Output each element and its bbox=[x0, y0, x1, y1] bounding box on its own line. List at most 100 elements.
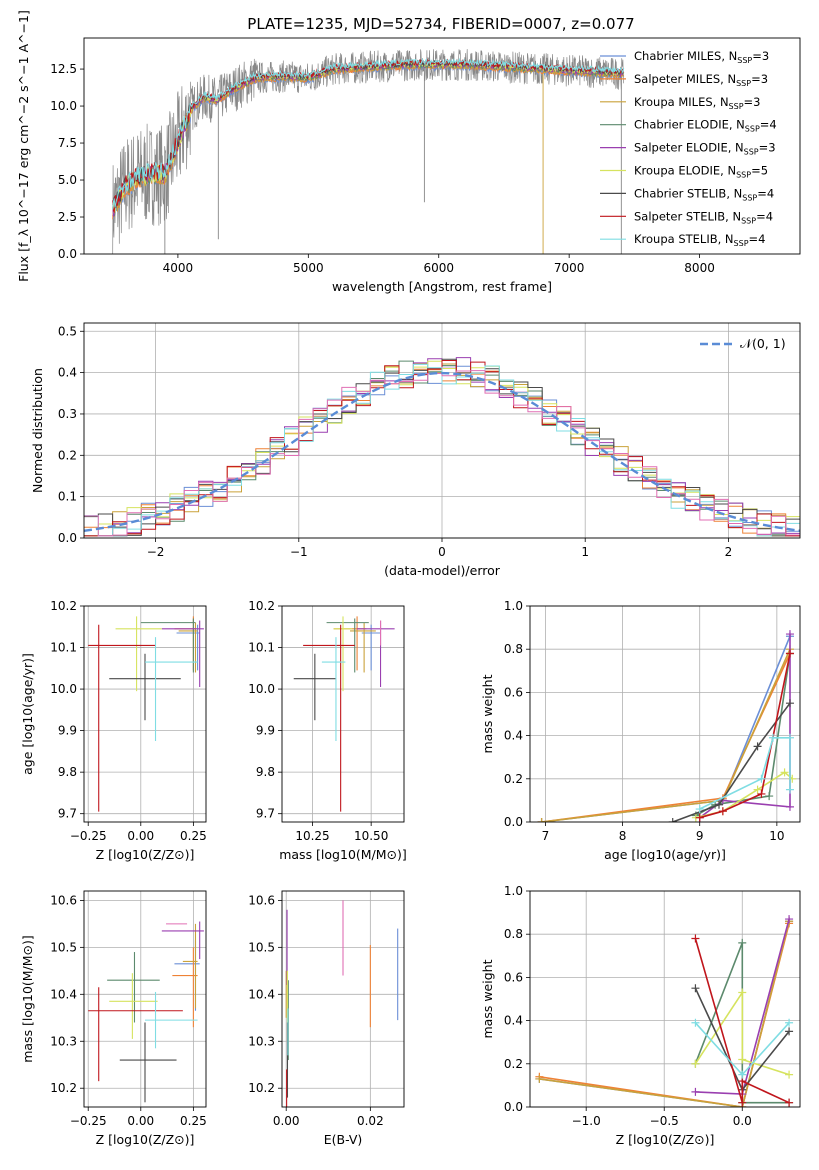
y-tick-label: 0.2 bbox=[504, 772, 523, 786]
massweight-marker bbox=[785, 630, 794, 639]
plot-frame-mass-vs-EBV bbox=[281, 890, 405, 1108]
y-tick-label: 9.9 bbox=[58, 724, 77, 738]
massweight-marker bbox=[785, 649, 794, 658]
y-tick-label: 10.0 bbox=[50, 682, 77, 696]
y-tick-label: 9.7 bbox=[58, 807, 77, 821]
axes-massweight-vs-age: 7 8 9 10 0.0 0.2 0.4 0.6 0.8 1.0 age [log10(age/yr… bbox=[480, 599, 800, 862]
massweight-marker bbox=[691, 1018, 700, 1027]
massweight-line bbox=[541, 635, 791, 822]
y-axis-label: mass [log10(M/M⊙)] bbox=[20, 935, 35, 1063]
x-tick-label: 9 bbox=[696, 829, 704, 843]
residual-histogram bbox=[84, 370, 800, 537]
y-tick-label: 0.1 bbox=[58, 490, 77, 504]
model-spectrum-line bbox=[112, 62, 624, 220]
y-tick-label: 9.8 bbox=[256, 765, 275, 779]
y-tick-label: 10.4 bbox=[248, 987, 275, 1001]
plot-area-massweight-vs-Z bbox=[535, 915, 794, 1107]
plot-area-massweight-vs-age bbox=[537, 630, 797, 822]
y-axis-label: Flux [f_λ 10^−17 erg cm^−2 s^−1 A^−1] bbox=[16, 10, 31, 282]
x-tick-label: −0.25 bbox=[70, 829, 107, 843]
plot-frame-age-vs-Z bbox=[83, 605, 207, 823]
y-tick-label: 10.2 bbox=[50, 599, 77, 613]
x-tick-label: 5000 bbox=[293, 261, 324, 275]
y-tick-label: 12.5 bbox=[50, 62, 77, 76]
figure-title: PLATE=1235, MJD=52734, FIBERID=0007, z=0… bbox=[247, 15, 634, 33]
massweight-marker bbox=[691, 984, 700, 993]
legend-gaussian-label: 𝒩(0, 1) bbox=[740, 336, 786, 351]
plot-frame-residuals bbox=[83, 322, 801, 539]
x-tick-label: 8000 bbox=[684, 261, 715, 275]
y-tick-label: 9.8 bbox=[58, 765, 77, 779]
axes-mass-vs-EBV: 0.00 0.02 10.2 10.3 10.4 10.5 10.6 E(B-V) bbox=[248, 891, 404, 1147]
x-tick-label: −1.0 bbox=[572, 1114, 601, 1128]
x-axis-label: Z [log10(Z/Z⊙)] bbox=[96, 1132, 195, 1147]
x-tick-label: −2 bbox=[147, 545, 165, 559]
axes-massweight-vs-Z: −1.0 −0.5 0.0 0.0 0.2 0.4 0.6 0.8 1.0 Z [log10(Z/… bbox=[480, 884, 800, 1147]
massweight-marker bbox=[718, 807, 727, 816]
y-tick-label: 0.2 bbox=[58, 448, 77, 462]
y-tick-label: 10.0 bbox=[248, 682, 275, 696]
y-tick-label: 0.0 bbox=[504, 815, 523, 829]
y-tick-label: 10.1 bbox=[248, 641, 275, 655]
massweight-marker bbox=[738, 988, 747, 997]
y-tick-label: 10.2 bbox=[248, 1081, 275, 1095]
massweight-marker bbox=[785, 1027, 794, 1036]
plot-frame-massweight-vs-age bbox=[529, 605, 801, 823]
y-tick-label: 10.1 bbox=[50, 641, 77, 655]
x-tick-label: 2 bbox=[725, 545, 733, 559]
y-tick-label: 0.0 bbox=[58, 531, 77, 545]
x-tick-label: 0.0 bbox=[733, 1114, 752, 1128]
plot-frame-age-vs-mass bbox=[281, 605, 405, 823]
y-axis-label: mass weight bbox=[480, 674, 495, 753]
massweight-marker bbox=[695, 813, 704, 822]
y-tick-label: 10.3 bbox=[50, 1034, 77, 1048]
legend-label: Chabrier ELODIE, NSSP=4 bbox=[634, 118, 777, 134]
massweight-marker bbox=[695, 805, 704, 814]
massweight-line bbox=[694, 989, 790, 1076]
x-tick-label: −0.25 bbox=[70, 1114, 107, 1128]
x-tick-label: 8 bbox=[619, 829, 627, 843]
legend-label: Salpeter MILES, NSSP=3 bbox=[634, 72, 768, 88]
y-tick-label: 10.5 bbox=[248, 940, 275, 954]
x-tick-label: 1 bbox=[581, 545, 589, 559]
x-axis-label: mass [log10(M/M⊙)] bbox=[279, 847, 407, 862]
plot-frame-spectrum bbox=[83, 37, 801, 255]
massweight-marker bbox=[738, 1070, 747, 1079]
massweight-line bbox=[699, 634, 791, 819]
y-tick-label: 0.8 bbox=[504, 927, 523, 941]
x-tick-label: 0.00 bbox=[127, 1114, 154, 1128]
y-tick-label: 0.4 bbox=[504, 1014, 523, 1028]
plot-area-spectrum bbox=[112, 49, 625, 254]
x-tick-label: 10.25 bbox=[295, 829, 329, 843]
massweight-marker bbox=[738, 1098, 747, 1107]
massweight-marker bbox=[715, 800, 723, 809]
massweight-marker bbox=[691, 1087, 700, 1096]
axes-age-vs-Z: −0.25 0.00 0.25 9.7 9.8 9.9 10.0 10.1 10.2 Z [log… bbox=[20, 599, 207, 862]
y-tick-label: 9.7 bbox=[256, 807, 275, 821]
y-tick-label: 1.0 bbox=[504, 884, 523, 898]
x-tick-label: −0.5 bbox=[650, 1114, 679, 1128]
legend-label: Kroupa MILES, NSSP=3 bbox=[634, 95, 760, 111]
axes-spectrum: 4000 5000 6000 7000 8000 0.0 2.5 5.0 7.5 10.0 12.5… bbox=[16, 10, 715, 294]
massweight-marker bbox=[785, 802, 794, 811]
model-spectrum-line bbox=[112, 57, 625, 210]
y-tick-label: 5.0 bbox=[58, 173, 77, 187]
y-tick-label: 10.5 bbox=[50, 940, 77, 954]
y-tick-label: 10.2 bbox=[50, 1081, 77, 1095]
x-axis-label: wavelength [Angstrom, rest frame] bbox=[332, 279, 552, 294]
y-tick-label: 0.3 bbox=[58, 407, 77, 421]
plot-area-mass-vs-Z bbox=[88, 921, 204, 1103]
x-axis-label: Z [log10(Z/Z⊙)] bbox=[96, 847, 195, 862]
massweight-marker bbox=[757, 789, 766, 798]
plot-frame-massweight-vs-Z bbox=[529, 890, 801, 1108]
y-tick-label: 10.2 bbox=[248, 599, 275, 613]
massweight-marker bbox=[757, 774, 766, 783]
model-spectrum-line bbox=[112, 63, 625, 220]
y-tick-label: 9.9 bbox=[256, 724, 275, 738]
massweight-marker bbox=[785, 785, 794, 794]
x-tick-label: 6000 bbox=[423, 261, 454, 275]
x-tick-label: 10.50 bbox=[354, 829, 388, 843]
y-tick-label: 0.8 bbox=[504, 642, 523, 656]
y-tick-label: 0.5 bbox=[58, 324, 77, 338]
